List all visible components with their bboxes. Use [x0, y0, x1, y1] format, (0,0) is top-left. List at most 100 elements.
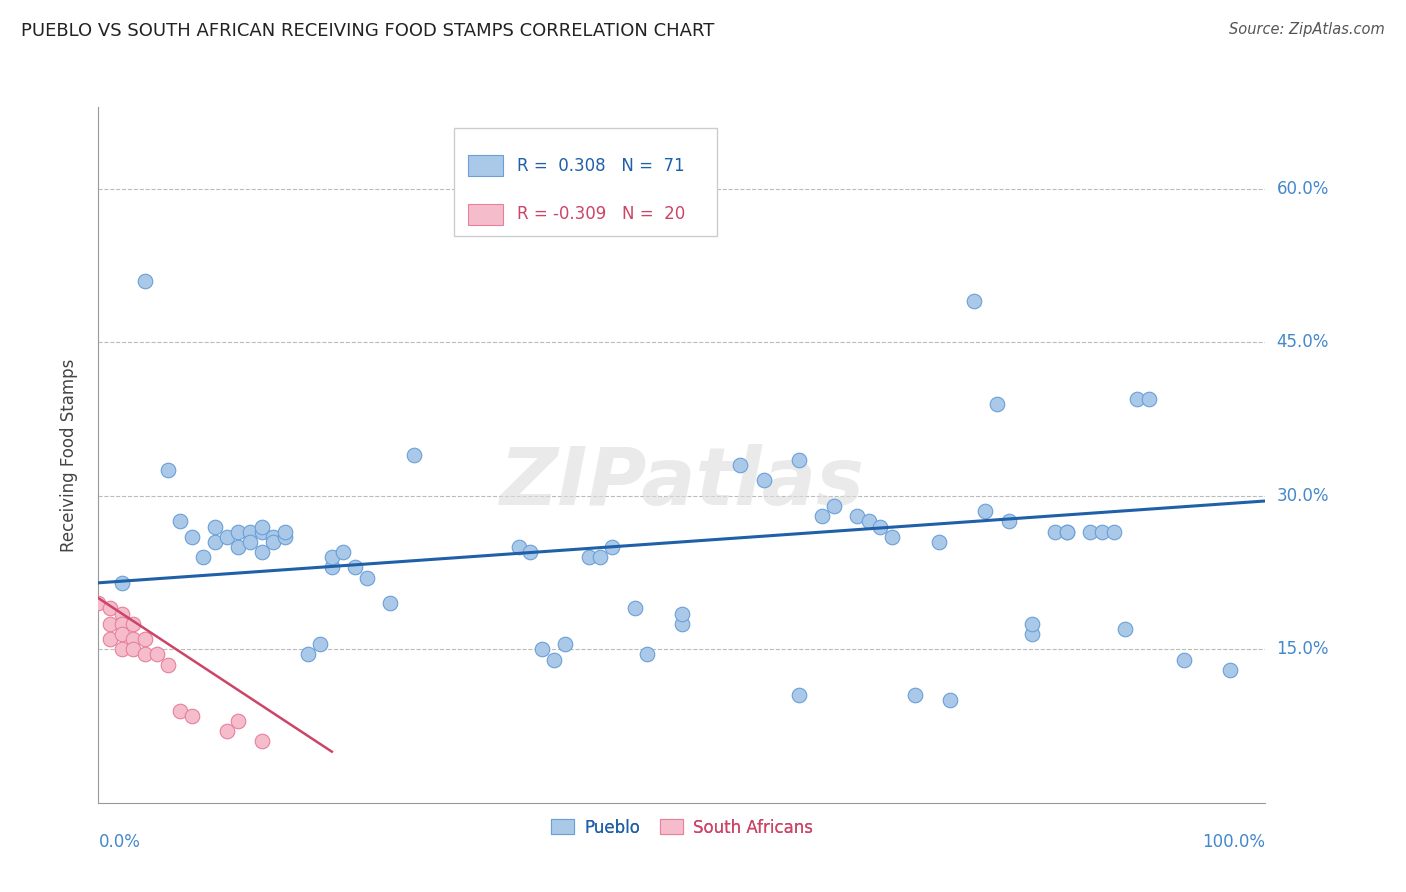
FancyBboxPatch shape — [468, 155, 503, 176]
Point — [636, 648, 658, 662]
Point — [111, 607, 134, 621]
FancyBboxPatch shape — [468, 203, 503, 225]
Point — [228, 714, 250, 728]
Point — [146, 648, 169, 662]
Point — [250, 734, 273, 748]
Point — [169, 515, 191, 529]
Point — [939, 693, 962, 707]
Point — [1219, 663, 1241, 677]
Point — [752, 474, 775, 488]
Point — [332, 545, 354, 559]
Point — [215, 530, 238, 544]
Text: 45.0%: 45.0% — [1277, 334, 1329, 351]
Point — [543, 652, 565, 666]
Legend: Pueblo, South Africans: Pueblo, South Africans — [544, 812, 820, 843]
Point — [250, 524, 273, 539]
Point — [962, 294, 984, 309]
Point — [1021, 616, 1043, 631]
Point — [787, 689, 810, 703]
Point — [111, 616, 134, 631]
Point — [1114, 622, 1136, 636]
Point — [157, 657, 180, 672]
Point — [122, 642, 145, 657]
Point — [530, 642, 553, 657]
Text: ZIPatlas: ZIPatlas — [499, 443, 865, 522]
Point — [111, 575, 134, 590]
Point — [321, 550, 343, 565]
Point — [250, 545, 273, 559]
Point — [98, 616, 121, 631]
Point — [823, 499, 845, 513]
Text: 30.0%: 30.0% — [1277, 487, 1329, 505]
Point — [134, 632, 156, 646]
Point — [997, 515, 1019, 529]
Point — [98, 601, 121, 615]
Point — [730, 458, 752, 472]
Point — [1126, 392, 1149, 406]
Text: 100.0%: 100.0% — [1202, 833, 1265, 851]
Point — [1080, 524, 1102, 539]
Text: PUEBLO VS SOUTH AFRICAN RECEIVING FOOD STAMPS CORRELATION CHART: PUEBLO VS SOUTH AFRICAN RECEIVING FOOD S… — [21, 22, 714, 40]
Point — [169, 704, 191, 718]
Point — [1045, 524, 1067, 539]
Point — [1056, 524, 1078, 539]
Point — [215, 724, 238, 739]
Point — [87, 596, 110, 610]
Point — [98, 632, 121, 646]
Point — [589, 550, 612, 565]
Point — [928, 534, 950, 549]
Point — [1021, 627, 1043, 641]
FancyBboxPatch shape — [454, 128, 717, 235]
Point — [111, 642, 134, 657]
Point — [869, 519, 891, 533]
Point — [228, 540, 250, 554]
Point — [624, 601, 647, 615]
Point — [508, 540, 530, 554]
Point — [519, 545, 541, 559]
Point — [1056, 524, 1078, 539]
Point — [1137, 392, 1160, 406]
Point — [974, 504, 997, 518]
Point — [787, 453, 810, 467]
Point — [578, 550, 600, 565]
Point — [228, 524, 250, 539]
Point — [204, 519, 226, 533]
Point — [671, 616, 693, 631]
Point — [554, 637, 576, 651]
Point — [811, 509, 834, 524]
Point — [1091, 524, 1114, 539]
Point — [600, 540, 623, 554]
Text: R =  0.308   N =  71: R = 0.308 N = 71 — [517, 157, 685, 175]
Point — [262, 534, 284, 549]
Point — [274, 524, 297, 539]
Point — [134, 648, 156, 662]
Point — [239, 534, 262, 549]
Text: 0.0%: 0.0% — [98, 833, 141, 851]
Point — [297, 648, 319, 662]
Point — [904, 689, 927, 703]
Point — [321, 560, 343, 574]
Point — [134, 274, 156, 288]
Point — [356, 571, 378, 585]
Point — [880, 530, 903, 544]
Y-axis label: Receiving Food Stamps: Receiving Food Stamps — [59, 359, 77, 551]
Point — [111, 627, 134, 641]
Point — [846, 509, 869, 524]
Point — [986, 397, 1008, 411]
Text: 60.0%: 60.0% — [1277, 180, 1329, 198]
Point — [250, 519, 273, 533]
Point — [193, 550, 215, 565]
Point — [671, 607, 693, 621]
Text: Source: ZipAtlas.com: Source: ZipAtlas.com — [1229, 22, 1385, 37]
Point — [309, 637, 332, 651]
Point — [122, 632, 145, 646]
Point — [157, 463, 180, 477]
Text: 15.0%: 15.0% — [1277, 640, 1329, 658]
Text: R = -0.309   N =  20: R = -0.309 N = 20 — [517, 205, 686, 223]
Point — [204, 534, 226, 549]
Point — [262, 530, 284, 544]
Point — [274, 530, 297, 544]
Point — [1173, 652, 1195, 666]
Point — [1102, 524, 1125, 539]
Point — [402, 448, 425, 462]
